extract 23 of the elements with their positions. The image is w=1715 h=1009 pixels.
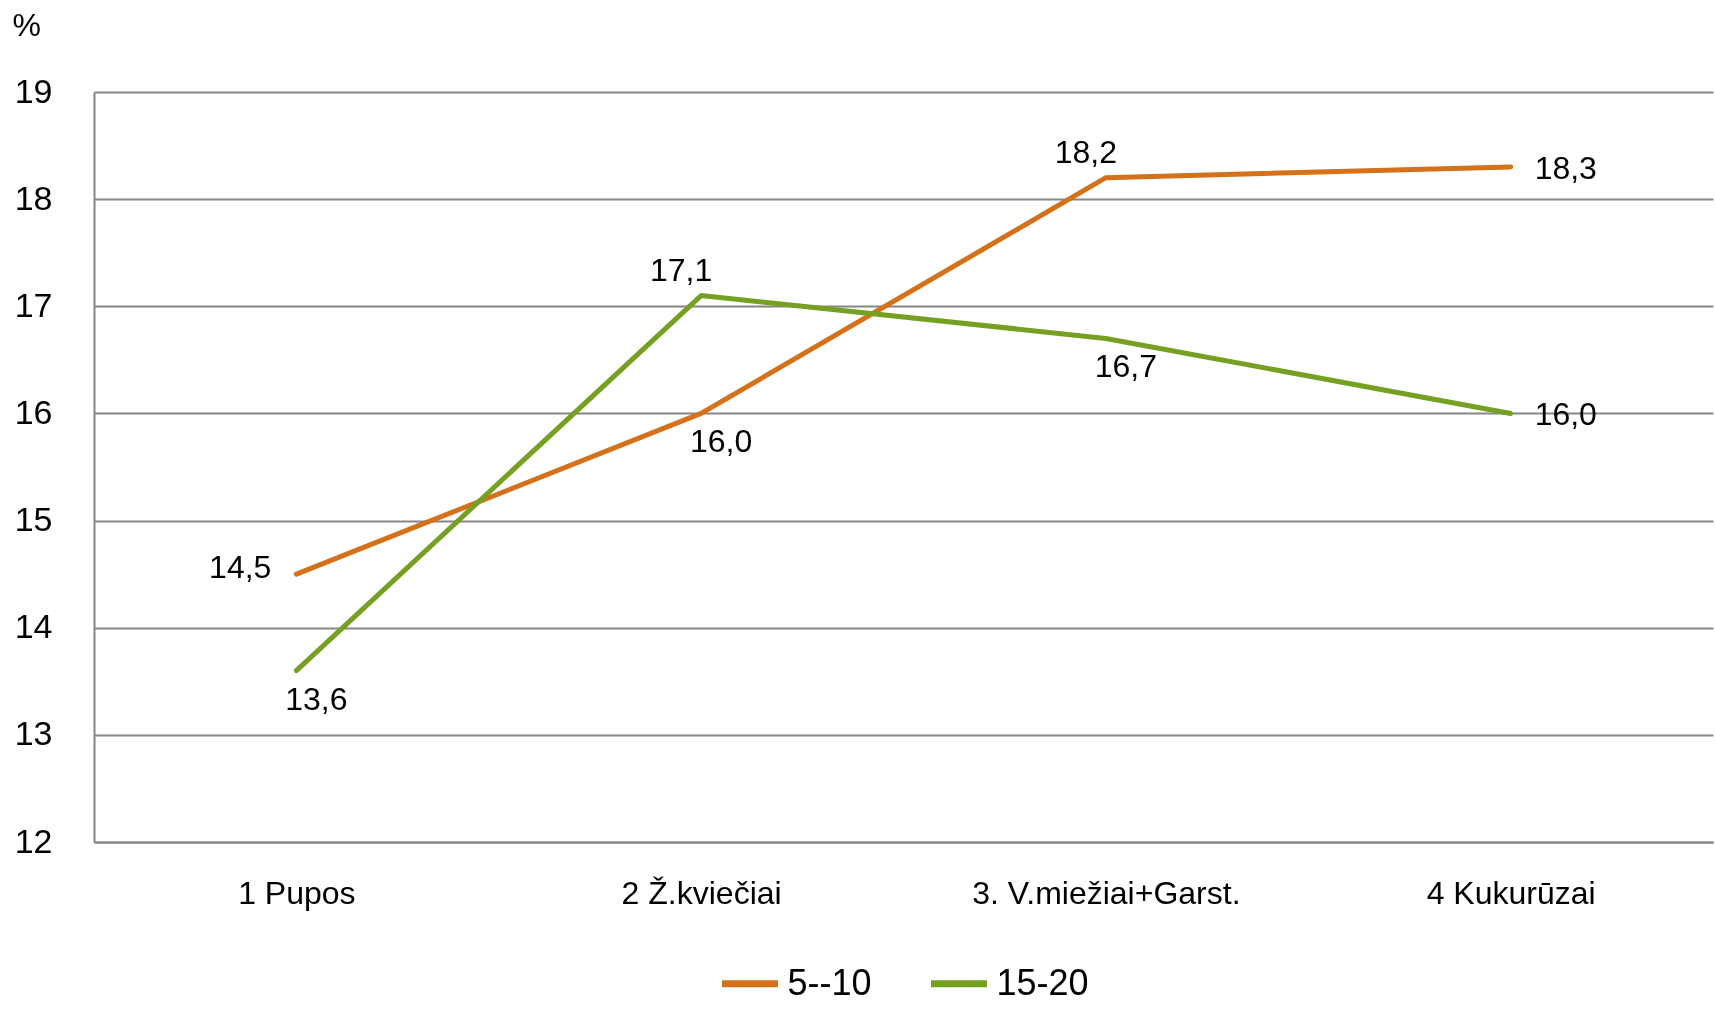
legend-label: 15-20 xyxy=(996,961,1089,1003)
data-label: 17,1 xyxy=(649,251,713,288)
x-tick-label: 3. V.miežiai+Garst. xyxy=(972,874,1241,911)
data-label: 14,5 xyxy=(209,549,272,586)
data-label: 18,2 xyxy=(1054,133,1118,170)
x-tick-label: 2 Ž.kviečiai xyxy=(621,874,782,911)
data-label: 18,3 xyxy=(1534,150,1597,186)
y-tick-label: 18 xyxy=(14,178,53,217)
y-tick-label: 16 xyxy=(14,392,53,431)
legend-label: 5--10 xyxy=(787,961,872,1003)
x-tick-label: 4 Kukurūzai xyxy=(1426,874,1596,911)
y-tick-label: 13 xyxy=(14,714,53,753)
data-label: 16,0 xyxy=(1534,396,1597,433)
y-tick-label: 17 xyxy=(14,285,53,324)
y-tick-label: 19 xyxy=(14,71,53,110)
y-axis-title: % xyxy=(12,6,41,43)
x-tick-label: 1 Pupos xyxy=(238,874,356,911)
y-tick-label: 14 xyxy=(14,607,53,646)
y-tick-label: 12 xyxy=(14,821,53,860)
data-label: 16,0 xyxy=(689,423,753,460)
y-tick-label: 15 xyxy=(14,500,53,539)
data-label: 16,7 xyxy=(1094,348,1158,385)
data-label: 13,6 xyxy=(285,680,348,717)
